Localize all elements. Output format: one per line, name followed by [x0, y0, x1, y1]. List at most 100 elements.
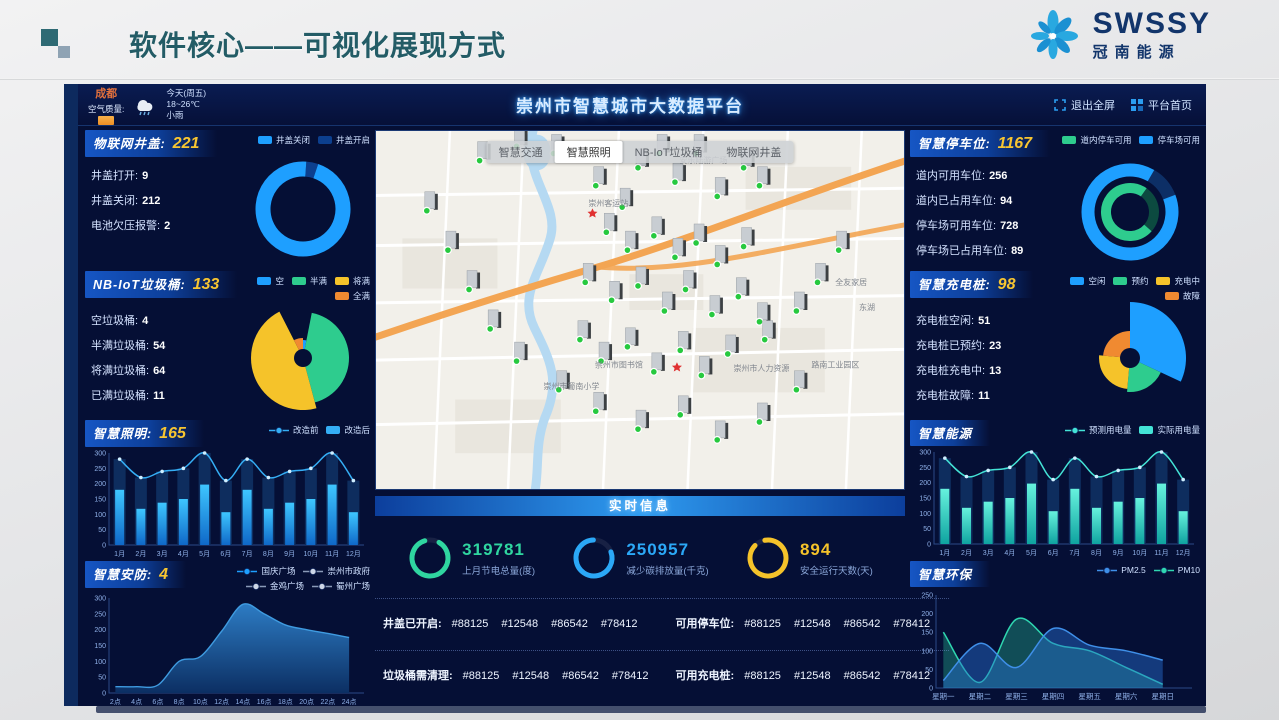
building-marker-icon[interactable]	[486, 309, 502, 333]
building-marker-icon[interactable]	[575, 320, 591, 344]
svg-text:12月: 12月	[346, 550, 361, 558]
smart-security-legend-item: 崇州市政府	[303, 565, 370, 577]
building-marker-icon[interactable]	[581, 263, 597, 287]
building-marker-icon[interactable]	[755, 166, 771, 190]
building-marker-icon[interactable]	[697, 356, 713, 380]
building-marker-icon[interactable]	[618, 187, 634, 212]
svg-text:250: 250	[94, 466, 106, 473]
panel-smart-security: 智慧安防: 4 国庆广场 崇州市政府 金鸡广场 蜀州广场 0 50 100 150 200 250 30…	[85, 561, 370, 706]
device-id[interactable]: #86542	[551, 618, 588, 630]
building-marker-icon[interactable]	[633, 409, 649, 434]
building-marker-icon[interactable]	[707, 295, 723, 319]
nbiot-trash-stat: 将满垃圾桶: 64	[91, 365, 166, 377]
building-marker-icon[interactable]	[713, 245, 729, 269]
device-id[interactable]: #88125	[462, 670, 500, 682]
panel-iot-manhole: 物联网井盖: 221 井盖关闭 井盖开启 井盖打开: 9 井盖关闭: 212 电池欠压报警: 2	[85, 130, 370, 268]
panel-smart-charging: 智慧充电桩: 98 空闲 预约 充电中 故障 充电桩空闲: 51 充电桩已预约: 23 充电桩充电中…	[910, 271, 1200, 417]
weather-widget: 成都 空气质量: 今天(周五) 18~26℃ 小雨	[88, 85, 206, 125]
smart-energy-panel-header: 智慧能源	[910, 420, 991, 446]
smart-security-legend-item: 金鸡广场	[245, 580, 304, 592]
building-marker-icon[interactable]	[692, 223, 708, 247]
device-id[interactable]: #78412	[600, 618, 638, 630]
building-marker-icon[interactable]	[512, 341, 528, 366]
svg-text:星期三: 星期三	[1005, 692, 1028, 701]
svg-text:6月: 6月	[1048, 549, 1059, 557]
building-marker-icon[interactable]	[734, 277, 750, 301]
svg-text:300: 300	[919, 450, 931, 457]
building-marker-icon[interactable]	[713, 420, 729, 444]
smart-environment-legend-item: PM10	[1153, 565, 1200, 575]
svg-text:20点: 20点	[299, 698, 314, 706]
realtime-id-rows: 井盖已开启: #88125 #12548 #86542 #78412 可用停车位: #881…	[375, 598, 950, 702]
device-id[interactable]: #12548	[512, 670, 550, 682]
svg-text:18点: 18点	[278, 698, 293, 706]
building-marker-icon[interactable]	[670, 238, 686, 262]
building-marker-icon[interactable]	[633, 266, 649, 290]
building-marker-icon[interactable]	[422, 191, 438, 215]
building-marker-icon[interactable]	[755, 402, 771, 426]
map-layer-tabs: 智慧交通 智慧照明 NB-IoT垃圾桶 物联网井盖	[486, 141, 794, 163]
device-id[interactable]: #12548	[501, 618, 539, 630]
building-marker-icon[interactable]	[591, 391, 607, 416]
device-id[interactable]: #78412	[893, 670, 931, 682]
building-marker-icon[interactable]	[607, 281, 623, 305]
building-marker-icon[interactable]	[723, 334, 739, 358]
building-marker-icon[interactable]	[713, 177, 729, 201]
svg-text:300: 300	[94, 451, 106, 458]
device-id[interactable]: #86542	[562, 670, 599, 682]
kpi-value: 250957	[626, 539, 690, 559]
star-marker-icon[interactable]	[671, 362, 682, 372]
svg-text:星期四: 星期四	[1042, 692, 1065, 701]
building-marker-icon[interactable]	[813, 263, 829, 287]
smart-parking-stat: 道内已占用车位: 94	[916, 195, 1013, 207]
star-marker-icon[interactable]	[587, 208, 598, 218]
svg-text:50: 50	[98, 675, 106, 682]
building-marker-icon[interactable]	[670, 162, 686, 187]
building-marker-icon[interactable]	[623, 230, 639, 255]
building-marker-icon[interactable]	[597, 341, 613, 366]
map-tab-NB-IoT垃圾桶[interactable]: NB-IoT垃圾桶	[634, 147, 703, 159]
building-marker-icon[interactable]	[649, 216, 665, 240]
realtime-info-header: 实时信息	[375, 496, 905, 516]
building-marker-icon[interactable]	[792, 291, 808, 316]
building-marker-icon[interactable]	[739, 227, 755, 251]
platform-home-button[interactable]: 平台首页	[1131, 97, 1192, 113]
map-canvas: 安乐陆游广场崇州客运站东湖全友家居路南工业园区崇州市图书馆崇州市人力资源崇州市蜀…	[376, 131, 904, 489]
building-marker-icon[interactable]	[760, 320, 776, 344]
building-marker-icon[interactable]	[623, 327, 639, 351]
smart-energy-legend-item: 实际用电量	[1139, 424, 1200, 436]
building-marker-icon[interactable]	[834, 230, 850, 255]
building-marker-icon[interactable]	[676, 331, 692, 355]
device-id[interactable]: #88125	[451, 618, 489, 630]
building-marker-icon[interactable]	[792, 370, 808, 394]
legend-line-dot-icon	[1097, 566, 1118, 574]
device-id[interactable]: #88125	[744, 670, 781, 682]
building-marker-icon[interactable]	[591, 166, 607, 190]
building-marker-icon[interactable]	[602, 212, 618, 237]
device-id[interactable]: #88125	[744, 618, 781, 630]
map-tab-智慧照明[interactable]: 智慧照明	[554, 141, 623, 163]
building-marker-icon[interactable]	[554, 370, 570, 394]
building-marker-icon[interactable]	[443, 230, 459, 255]
device-id[interactable]: #78412	[611, 670, 649, 682]
nbiot-trash-legend-item: 半满	[291, 275, 327, 287]
map-tab-智慧交通[interactable]: 智慧交通	[498, 147, 543, 159]
building-marker-icon[interactable]	[660, 291, 676, 316]
map-tab-物联网井盖[interactable]: 物联网井盖	[726, 147, 782, 159]
svg-text:14点: 14点	[235, 698, 250, 706]
map-place-label: 路南工业园区	[811, 359, 859, 369]
device-id[interactable]: #12548	[793, 618, 831, 630]
device-id[interactable]: #86542	[843, 670, 881, 682]
svg-text:100: 100	[921, 648, 933, 655]
smart-security-title: 智慧安防:	[93, 568, 153, 582]
device-id[interactable]: #86542	[843, 618, 881, 630]
city-map[interactable]: 安乐陆游广场崇州客运站东湖全友家居路南工业园区崇州市图书馆崇州市人力资源崇州市蜀…	[375, 130, 905, 490]
building-marker-icon[interactable]	[681, 270, 697, 294]
building-marker-icon[interactable]	[649, 352, 665, 376]
device-id[interactable]: #78412	[893, 618, 931, 630]
building-marker-icon[interactable]	[465, 270, 481, 294]
building-marker-icon[interactable]	[676, 395, 692, 419]
exit-fullscreen-button[interactable]: 退出全屏	[1054, 97, 1115, 113]
smart-environment-title: 智慧环保	[918, 568, 973, 582]
device-id[interactable]: #12548	[793, 670, 831, 682]
